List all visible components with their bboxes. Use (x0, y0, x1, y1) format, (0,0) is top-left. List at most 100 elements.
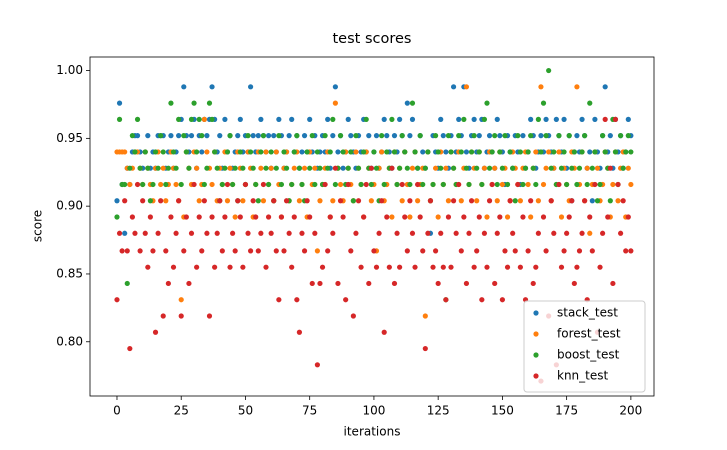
point (594, 198, 601, 204)
point (134, 181, 141, 188)
point (538, 133, 544, 139)
point (301, 133, 308, 139)
point (291, 149, 297, 155)
point (463, 280, 470, 287)
point (430, 181, 436, 188)
legend-box (523, 300, 646, 393)
point (569, 198, 575, 204)
point (564, 181, 570, 188)
point (471, 264, 477, 270)
point (294, 297, 300, 303)
point (289, 116, 295, 122)
point (286, 230, 292, 236)
point (165, 280, 171, 287)
point (522, 165, 529, 171)
point (486, 133, 493, 139)
point (438, 165, 444, 171)
point (160, 165, 166, 171)
point (224, 149, 231, 155)
point (561, 116, 567, 122)
point (494, 230, 500, 236)
point (242, 181, 249, 188)
point (528, 214, 534, 220)
point (250, 198, 256, 204)
point (625, 116, 631, 122)
point (384, 149, 390, 155)
point (379, 149, 385, 155)
point (204, 165, 210, 171)
point (535, 198, 541, 204)
point (301, 165, 308, 171)
point (319, 264, 326, 270)
point (116, 116, 123, 122)
point (610, 280, 616, 287)
point (312, 230, 318, 236)
point (335, 280, 341, 287)
point (348, 149, 354, 155)
point (625, 165, 631, 171)
point (253, 214, 259, 220)
point (366, 133, 372, 139)
point (278, 214, 285, 220)
point (399, 198, 405, 204)
point (525, 248, 531, 254)
point (345, 165, 351, 171)
point (592, 116, 598, 122)
point (515, 133, 521, 139)
point (430, 264, 436, 270)
point (607, 165, 613, 171)
point (574, 84, 580, 90)
point (358, 181, 364, 188)
point (407, 198, 413, 204)
point (122, 181, 128, 188)
point (240, 264, 246, 270)
point (271, 133, 277, 139)
legend-label: knn_test (557, 369, 609, 383)
point (145, 165, 151, 171)
point (530, 165, 536, 171)
point (484, 100, 490, 106)
point (409, 116, 416, 122)
point (386, 264, 392, 270)
point (612, 116, 619, 122)
point (247, 149, 254, 155)
point (458, 248, 464, 254)
point (304, 149, 310, 155)
point (512, 248, 518, 254)
point (517, 264, 523, 270)
point (625, 214, 631, 220)
point (217, 198, 223, 204)
point (479, 181, 485, 188)
point (520, 181, 526, 188)
point (368, 198, 374, 204)
point (409, 100, 416, 106)
point (582, 133, 588, 139)
point (283, 165, 290, 171)
x-tick-label: 0 (113, 404, 121, 418)
point (371, 248, 377, 254)
point (574, 181, 580, 188)
point (317, 198, 323, 204)
point (163, 181, 169, 188)
point (186, 165, 192, 171)
point (325, 165, 331, 171)
point (600, 133, 606, 139)
point (124, 248, 130, 254)
point (399, 133, 405, 139)
point (546, 67, 552, 74)
point (625, 133, 631, 139)
point (173, 165, 179, 171)
point (170, 149, 177, 155)
point (576, 248, 583, 254)
point (152, 329, 159, 335)
point (384, 214, 390, 220)
point (178, 313, 184, 319)
point (404, 100, 410, 106)
point (209, 181, 215, 188)
point (417, 133, 423, 139)
point (222, 116, 228, 122)
point (348, 133, 354, 139)
point (230, 230, 236, 236)
point (307, 165, 313, 171)
point (281, 149, 287, 155)
